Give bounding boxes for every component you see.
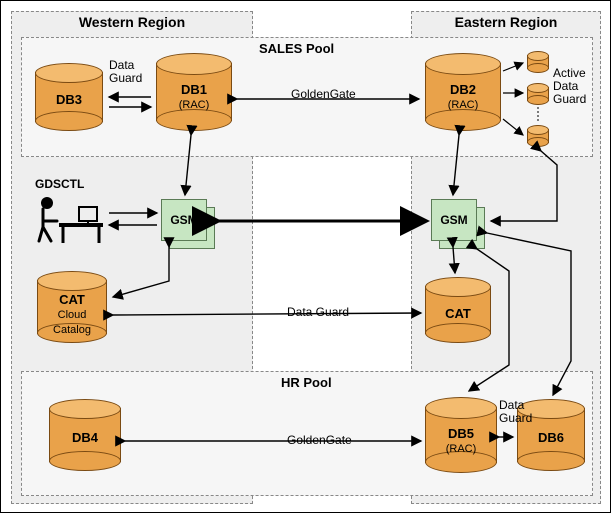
node-cat-west: CAT Cloud Catalog [37,271,107,343]
node-db4: DB4 [49,399,121,471]
cat-w-sub: Cloud Catalog [53,309,91,335]
cat-w-label: CAT [59,292,85,307]
edge-label-gg-db4-db5: GoldenGate [287,433,352,447]
pool-sales-label: SALES Pool [259,41,334,56]
node-gsm-west: GSM [161,199,217,251]
node-db2: DB2 (RAC) [425,53,501,131]
db1-label: DB1 [181,82,207,97]
db5-label: DB5 [448,426,474,441]
node-gsm-east: GSM [431,199,487,251]
gsm-e-label: GSM [440,213,467,227]
region-east-title: Eastern Region [412,10,600,30]
gdsctl-icon [29,193,107,250]
adg-cyl-1 [527,83,549,105]
db4-label: DB4 [72,430,98,445]
db1-sub: (RAC) [179,99,210,111]
node-db3: DB3 [35,63,103,131]
diagram-canvas: Western Region Eastern Region SALES Pool… [0,0,611,513]
cat-e-label: CAT [445,306,471,321]
db3-label: DB3 [56,92,82,107]
edge-label-dg-cat: Data Guard [287,305,349,319]
adg-cyl-0 [527,51,549,73]
gsm-w-label: GSM [170,213,197,227]
gdsctl-label: GDSCTL [35,177,84,191]
db6-label: DB6 [538,430,564,445]
db2-sub: (RAC) [448,99,479,111]
node-db1: DB1 (RAC) [156,53,232,131]
adg-cyl-2 [527,125,549,147]
region-west-title: Western Region [12,10,252,30]
pool-hr-label: HR Pool [281,375,332,390]
adg-label: Active Data Guard [553,67,610,107]
edge-label-gg-db1-db2: GoldenGate [291,87,356,101]
node-db5: DB5 (RAC) [425,397,497,473]
db5-sub: (RAC) [446,443,477,455]
node-cat-east: CAT [425,277,491,343]
edge-label-dg-db5-db6: Data Guard [499,399,532,425]
db2-label: DB2 [450,82,476,97]
edge-label-dg-db1-db3: Data Guard [109,59,142,85]
